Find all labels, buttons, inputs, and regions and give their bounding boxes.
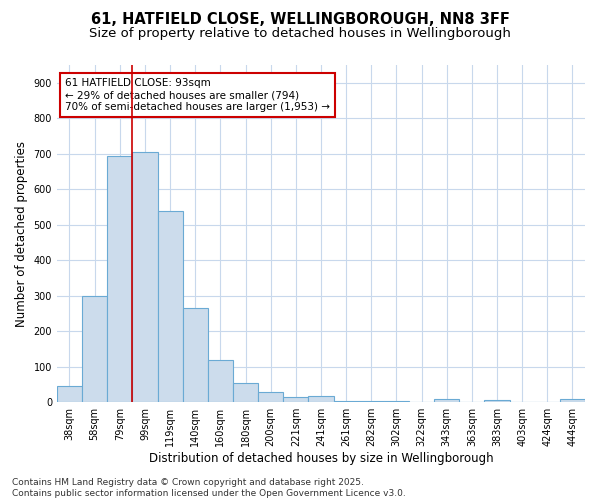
Bar	[158, 210, 182, 402]
Bar	[107, 156, 133, 402]
X-axis label: Distribution of detached houses by size in Wellingborough: Distribution of detached houses by size …	[149, 452, 493, 465]
Bar	[308, 396, 334, 402]
Bar	[82, 296, 107, 402]
Bar	[233, 382, 258, 402]
Text: 61 HATFIELD CLOSE: 93sqm
← 29% of detached houses are smaller (794)
70% of semi-: 61 HATFIELD CLOSE: 93sqm ← 29% of detach…	[65, 78, 330, 112]
Y-axis label: Number of detached properties: Number of detached properties	[15, 140, 28, 326]
Bar	[208, 360, 233, 402]
Bar	[182, 308, 208, 402]
Text: Size of property relative to detached houses in Wellingborough: Size of property relative to detached ho…	[89, 28, 511, 40]
Bar	[57, 386, 82, 402]
Bar	[283, 397, 308, 402]
Bar	[258, 392, 283, 402]
Bar	[434, 400, 459, 402]
Text: Contains HM Land Registry data © Crown copyright and database right 2025.
Contai: Contains HM Land Registry data © Crown c…	[12, 478, 406, 498]
Bar	[484, 400, 509, 402]
Bar	[384, 401, 409, 402]
Bar	[560, 400, 585, 402]
Bar	[133, 152, 158, 402]
Text: 61, HATFIELD CLOSE, WELLINGBOROUGH, NN8 3FF: 61, HATFIELD CLOSE, WELLINGBOROUGH, NN8 …	[91, 12, 509, 28]
